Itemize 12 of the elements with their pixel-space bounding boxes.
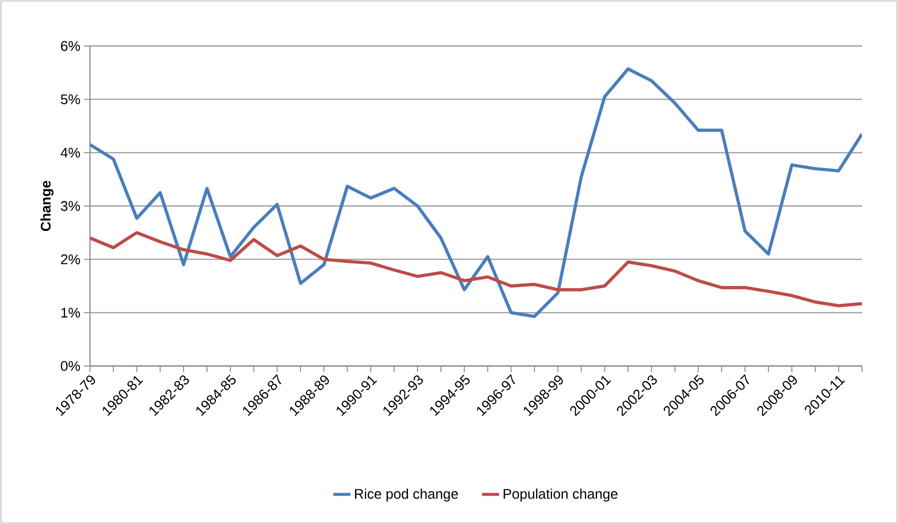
y-tick-label: 3% — [60, 201, 80, 211]
y-tick-label: 2% — [61, 254, 80, 264]
y-tick-label: 4% — [60, 148, 80, 158]
y-tick-label: 1% — [61, 308, 80, 318]
line-series — [90, 67, 862, 318]
y-tick-label: 6% — [61, 41, 80, 51]
legend-label: Population change — [504, 488, 618, 502]
legend-label: Rice pod change — [355, 488, 458, 502]
y-axis-title: Change — [40, 180, 54, 231]
line-series — [90, 231, 862, 308]
y-tick-label: 5% — [60, 94, 80, 104]
y-tick-label: 0% — [60, 361, 80, 371]
